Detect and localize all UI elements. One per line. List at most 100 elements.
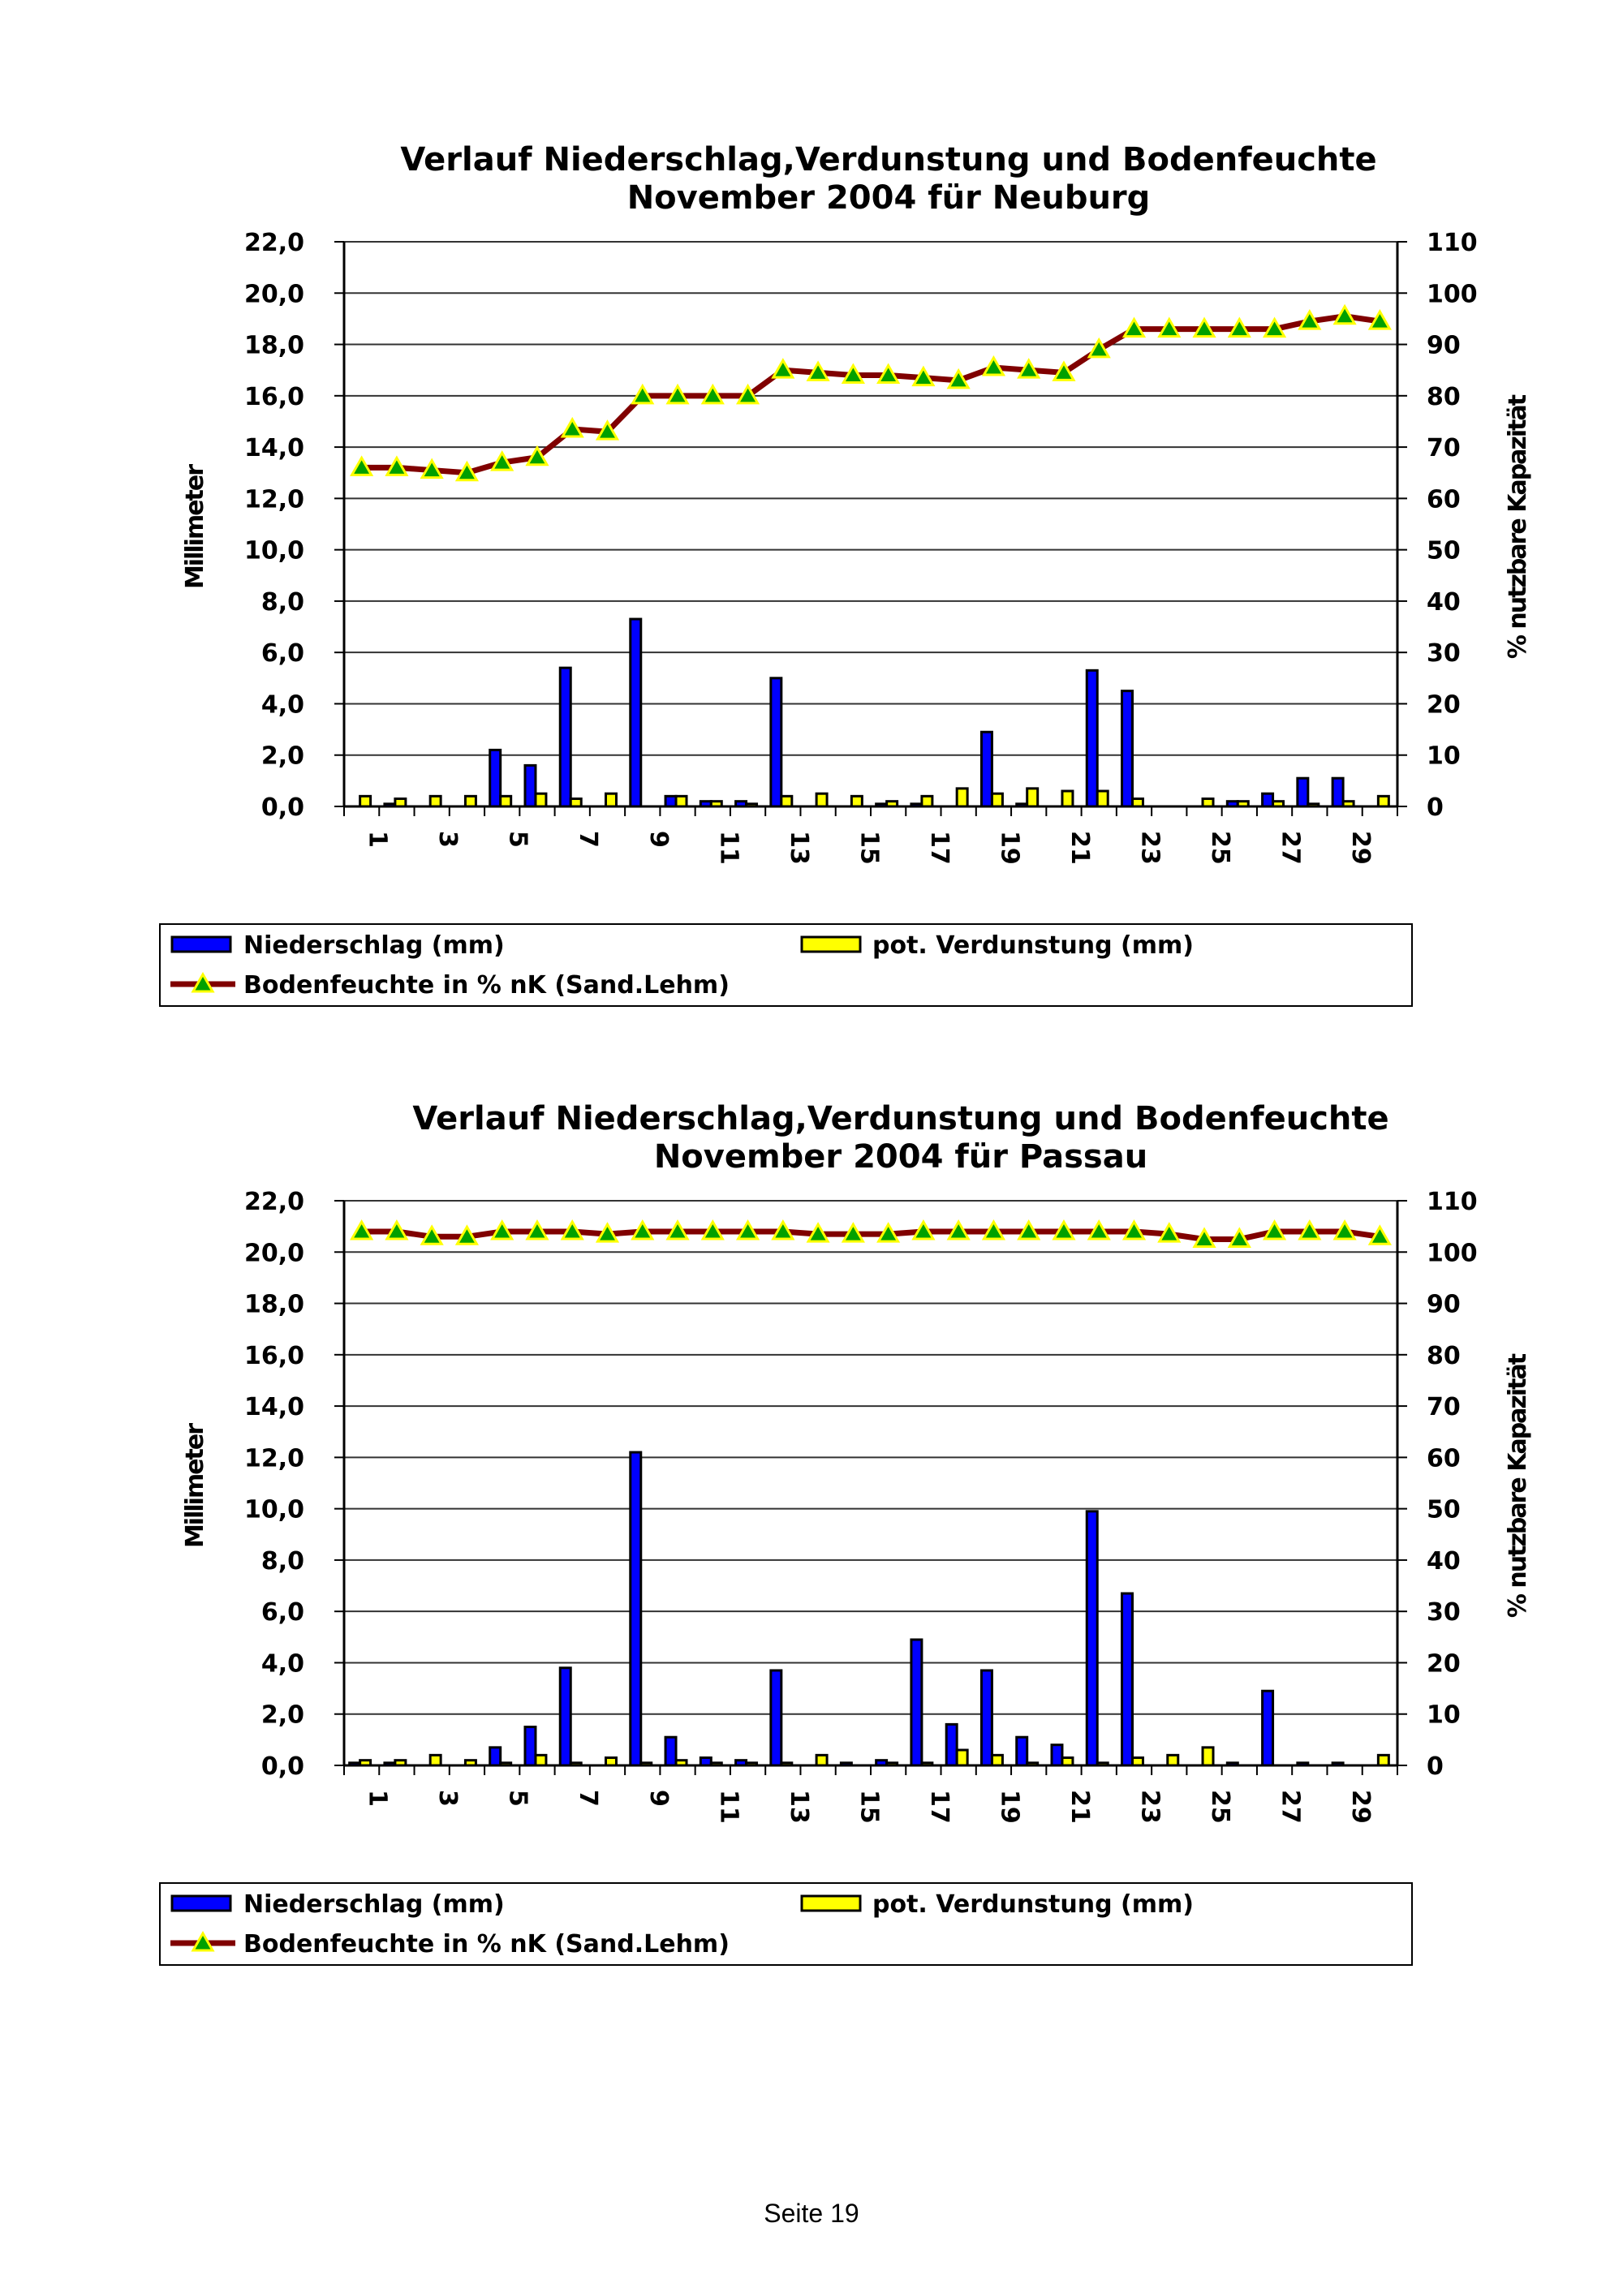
bar-verdunstung (1376, 1753, 1390, 1767)
x-tick-label: 11 (714, 1790, 743, 1824)
y2-axis-label: % nutzbare Kapazität (1504, 394, 1532, 659)
marker-bodenfeuchte (1332, 303, 1357, 325)
bar-verdunstung (780, 794, 794, 808)
bar-verdunstung (850, 794, 863, 808)
marker-bodenfeuchte (560, 416, 584, 438)
y-tick-label: 20,0 (244, 1239, 304, 1267)
marker-bodenfeuchte (1121, 1219, 1147, 1240)
marker-bodenfeuchte (771, 1219, 795, 1240)
x-tick-label: 3 (433, 831, 462, 848)
bar-verdunstung (605, 792, 618, 808)
bar-niederschlag (1296, 776, 1310, 808)
bar-niederschlag (945, 1722, 958, 1767)
bar-verdunstung (990, 1753, 1004, 1767)
y-axis-label: Millimeter (181, 1423, 209, 1548)
bar-niederschlag (734, 800, 748, 808)
marker-bodenfeuchte (385, 455, 409, 476)
legend-label-verdunstung: pot. Verdunstung (mm) (872, 1890, 1194, 1919)
marker-bodenfeuchte (525, 445, 549, 467)
y2-tick-label: 50 (1427, 1496, 1461, 1524)
marker-bodenfeuchte (911, 1219, 936, 1240)
marker-bodenfeuchte (771, 358, 795, 379)
bar-verdunstung (1166, 1753, 1180, 1767)
bar-niederschlag (489, 748, 502, 808)
marker-bodenfeuchte (385, 1219, 409, 1240)
bar-niederschlag (1261, 1689, 1275, 1767)
marker-bodenfeuchte (841, 1222, 865, 1243)
x-tick-label: 15 (855, 1790, 883, 1824)
bar-verdunstung (1341, 800, 1355, 808)
marker-bodenfeuchte (981, 1219, 1006, 1240)
legend-marker-bodenfeuchte (191, 1930, 215, 1952)
y-tick-label: 16,0 (244, 1342, 304, 1370)
bar-verdunstung (359, 1759, 372, 1767)
x-tick-label: 19 (995, 831, 1023, 865)
bar-verdunstung (1201, 1746, 1215, 1767)
legend-label-verdunstung: pot. Verdunstung (mm) (872, 931, 1194, 960)
marker-bodenfeuchte (946, 1219, 971, 1240)
y-tick-label: 0,0 (261, 1752, 304, 1781)
marker-bodenfeuchte (1157, 316, 1182, 338)
x-tick-label: 25 (1206, 831, 1234, 865)
chart-title: Verlauf Niederschlag,Verdunstung und Bod… (400, 141, 1376, 178)
chart-subtitle: November 2004 für Neuburg (627, 179, 1151, 217)
x-tick-label: 7 (574, 831, 602, 848)
y-tick-label: 18,0 (244, 1291, 304, 1319)
y2-tick-label: 50 (1427, 537, 1461, 565)
bar-verdunstung (428, 794, 442, 808)
y-tick-label: 2,0 (261, 742, 304, 771)
x-tick-label: 1 (364, 831, 392, 848)
marker-bodenfeuchte (454, 460, 480, 482)
bar-verdunstung (885, 1761, 899, 1767)
marker-bodenfeuchte (1298, 309, 1322, 330)
marker-bodenfeuchte (1087, 1219, 1111, 1240)
x-tick-label: 23 (1136, 1790, 1165, 1824)
bar-niederschlag (1331, 1761, 1345, 1767)
bar-niederschlag (558, 1666, 572, 1767)
y2-tick-label: 100 (1427, 1239, 1478, 1267)
marker-bodenfeuchte (454, 1224, 480, 1245)
y-tick-label: 6,0 (261, 1598, 304, 1627)
legend-swatch-niederschlag (170, 1894, 232, 1912)
marker-bodenfeuchte (981, 355, 1006, 376)
bar-niederschlag (558, 666, 572, 808)
y-tick-label: 2,0 (261, 1701, 304, 1730)
bar-niederschlag (699, 800, 712, 808)
y2-tick-label: 100 (1427, 280, 1478, 308)
marker-bodenfeuchte (700, 383, 725, 405)
y-tick-label: 12,0 (244, 1444, 304, 1473)
x-tick-label: 21 (1065, 1790, 1094, 1824)
bar-verdunstung (745, 1761, 759, 1767)
marker-bodenfeuchte (595, 1222, 620, 1243)
bar-niederschlag (699, 1756, 712, 1767)
x-tick-label: 27 (1276, 831, 1305, 865)
y2-tick-label: 110 (1427, 1188, 1478, 1216)
legend-label-niederschlag: Niederschlag (mm) (243, 931, 505, 960)
bar-verdunstung (815, 1753, 829, 1767)
x-tick-label: 19 (995, 1790, 1023, 1824)
line-bodenfeuchte (361, 1228, 1380, 1242)
bar-niederschlag (383, 1761, 397, 1767)
y2-tick-label: 40 (1427, 588, 1461, 617)
y-tick-label: 20,0 (244, 280, 304, 308)
bar-verdunstung (745, 802, 759, 808)
y2-tick-label: 40 (1427, 1547, 1461, 1576)
marker-bodenfeuchte (1367, 1224, 1392, 1245)
bar-verdunstung (1376, 794, 1390, 808)
y-tick-label: 8,0 (261, 588, 304, 617)
marker-bodenfeuchte (876, 1222, 901, 1243)
marker-bodenfeuchte (700, 1219, 725, 1240)
bar-niederschlag (489, 1746, 502, 1767)
bar-verdunstung (1236, 800, 1250, 808)
bar-verdunstung (394, 798, 407, 808)
marker-bodenfeuchte (1367, 309, 1392, 330)
bar-verdunstung (463, 1759, 477, 1767)
x-tick-label: 9 (644, 831, 673, 848)
marker-bodenfeuchte (1121, 316, 1147, 338)
bar-niederschlag (979, 730, 993, 808)
marker-bodenfeuchte (876, 363, 901, 385)
y-tick-label: 0,0 (261, 793, 304, 822)
bar-verdunstung (1201, 798, 1215, 808)
marker-bodenfeuchte (735, 1219, 760, 1240)
bar-niederschlag (1085, 669, 1099, 808)
